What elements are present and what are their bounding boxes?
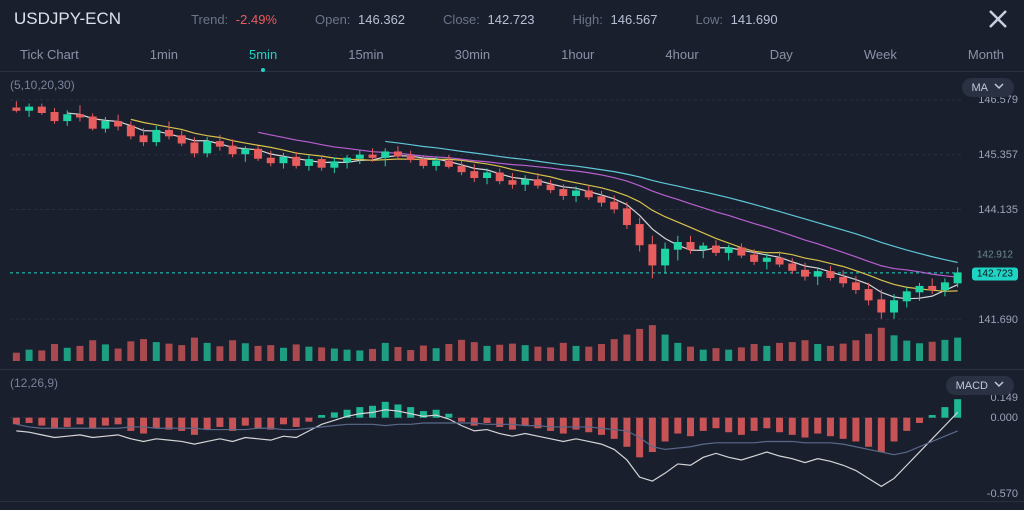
stat-open: Open: 146.362 (315, 12, 405, 27)
timeframe-30min[interactable]: 30min (449, 47, 496, 62)
chevron-down-icon (994, 81, 1004, 94)
macd-panel: (12,26,9) MACD 0.1490.000-0.570 (0, 370, 1024, 502)
ma-settings-label: (5,10,20,30) (10, 78, 75, 92)
symbol-name: USDJPY-ECN (14, 9, 121, 29)
timeframe-1hour[interactable]: 1hour (555, 47, 600, 62)
main-chart-surface[interactable] (10, 100, 964, 361)
macd-y-tick: 0.000 (990, 412, 1018, 424)
low-value: 141.690 (731, 12, 778, 27)
high-value: 146.567 (611, 12, 658, 27)
macd-chart-surface[interactable] (10, 398, 964, 493)
macd-y-tick: -0.570 (987, 488, 1018, 500)
header-bar: USDJPY-ECN Trend: -2.49% Open: 146.362 C… (0, 0, 1024, 38)
hover-price-label: 142.912 (972, 249, 1018, 262)
y-tick-label: 145.357 (978, 149, 1018, 161)
macd-y-axis: 0.1490.000-0.570 (968, 398, 1018, 493)
y-tick-label: 144.135 (978, 204, 1018, 216)
close-label: Close: (443, 12, 480, 27)
trend-label: Trend: (191, 12, 228, 27)
y-tick-label: 141.690 (978, 314, 1018, 326)
close-icon[interactable] (986, 7, 1010, 31)
close-value: 142.723 (488, 12, 535, 27)
timeframe-1min[interactable]: 1min (144, 47, 184, 62)
indicator-ma-dropdown[interactable]: MA (962, 78, 1015, 97)
timeframe-4hour[interactable]: 4hour (659, 47, 704, 62)
main-y-axis: 146.579145.357144.135142.723141.690142.9… (968, 100, 1018, 361)
open-label: Open: (315, 12, 350, 27)
timeframe-week[interactable]: Week (858, 47, 903, 62)
open-value: 146.362 (358, 12, 405, 27)
timeframe-bar: Tick Chart 1min 5min 15min 30min 1hour 4hour Da… (0, 38, 1024, 72)
stat-close: Close: 142.723 (443, 12, 534, 27)
stats-group: Trend: -2.49% Open: 146.362 Close: 142.7… (191, 12, 956, 27)
low-label: Low: (696, 12, 723, 27)
timeframe-month[interactable]: Month (962, 47, 1010, 62)
trend-value: -2.49% (236, 12, 277, 27)
macd-settings-label: (12,26,9) (10, 376, 58, 390)
high-label: High: (573, 12, 603, 27)
timeframe-5min[interactable]: 5min (243, 47, 283, 62)
indicator-macd-dropdown[interactable]: MACD (946, 376, 1014, 395)
timeframe-day[interactable]: Day (764, 47, 799, 62)
main-chart-panel: (5,10,20,30) MA 146.579145.357144.135142… (0, 72, 1024, 370)
timeframe-15min[interactable]: 15min (342, 47, 389, 62)
chevron-down-icon (994, 379, 1004, 392)
stat-trend: Trend: -2.49% (191, 12, 277, 27)
stat-high: High: 146.567 (573, 12, 658, 27)
indicator-ma-label: MA (972, 82, 989, 94)
timeframe-tick-chart[interactable]: Tick Chart (14, 47, 85, 62)
current-price-tag: 142.723 (972, 267, 1018, 280)
stat-low: Low: 141.690 (696, 12, 778, 27)
indicator-macd-label: MACD (956, 380, 988, 392)
